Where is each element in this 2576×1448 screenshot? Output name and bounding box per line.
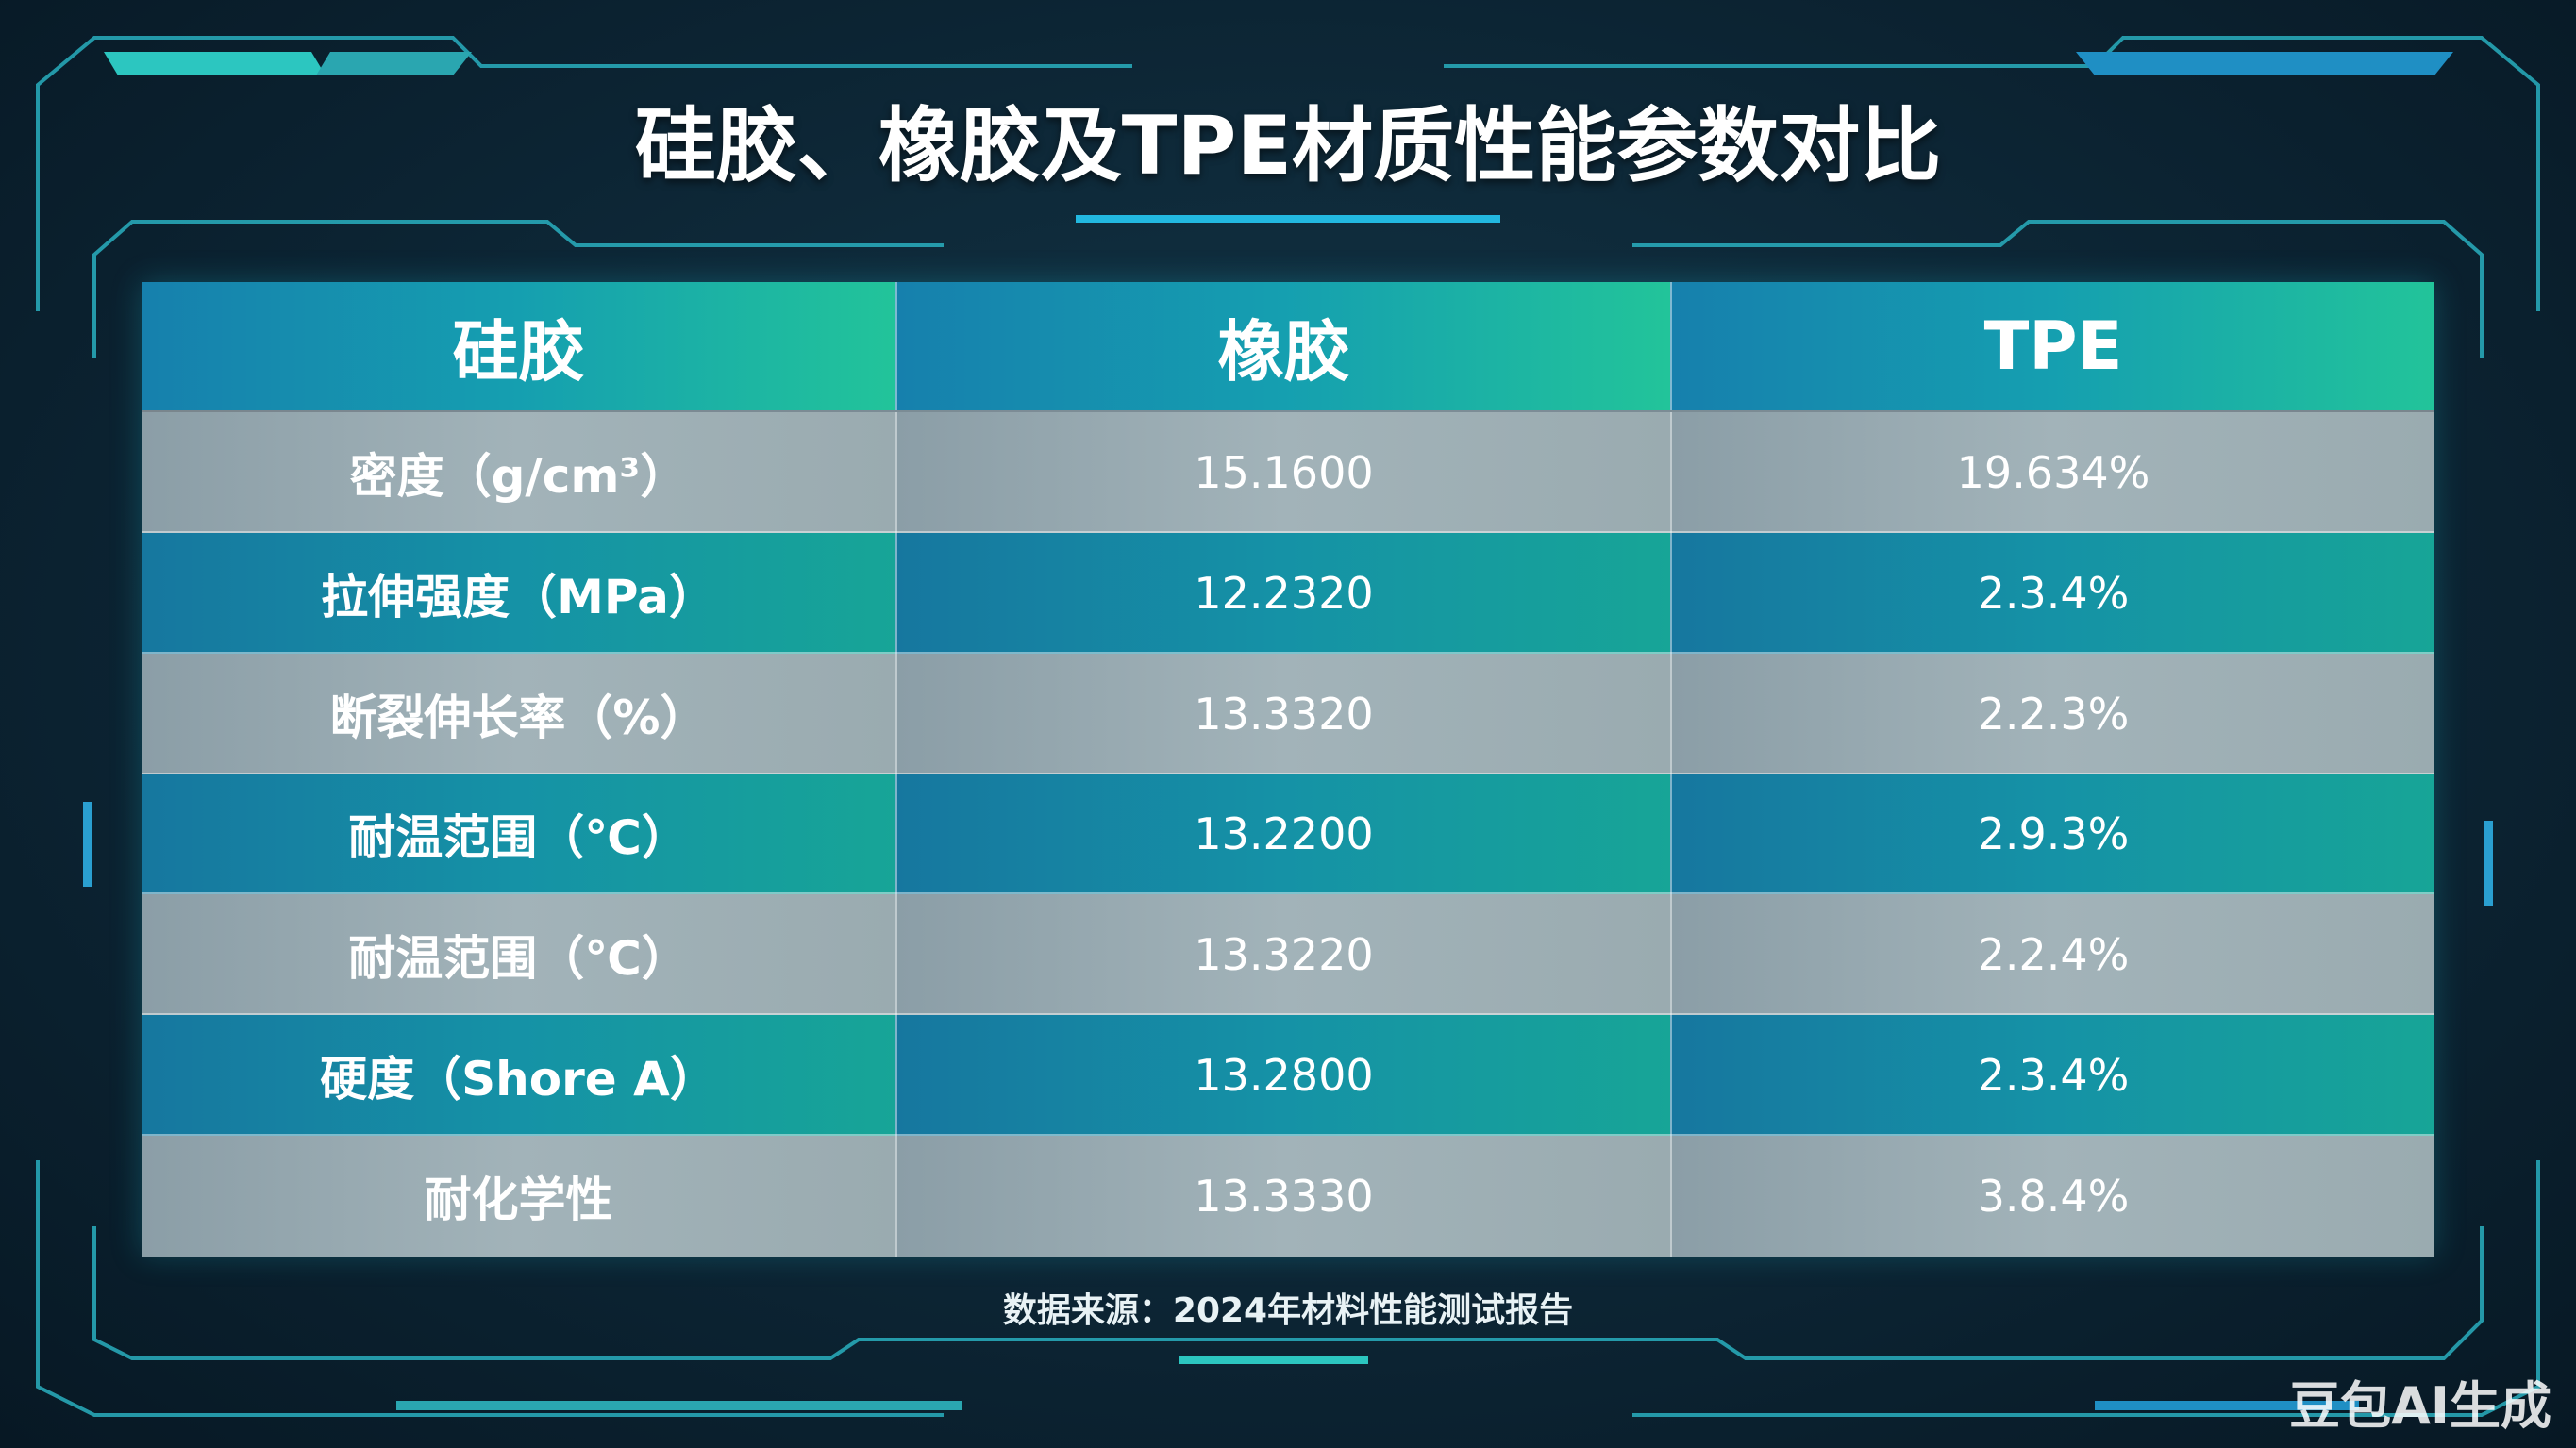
table: 硅胶 橡胶 TPE 密度（g/cm³） 15.1600 19.634% 拉伸强度（MPa） 1… [142, 282, 2434, 1257]
table-cell: 19.634% [1672, 412, 2434, 533]
table-cell: 13.3220 [897, 894, 1672, 1016]
table-cell: 12.2320 [897, 532, 1672, 654]
table-cell: 15.1600 [897, 412, 1672, 533]
table-row: 拉伸强度（MPa） 12.2320 2.3.4% [142, 530, 2434, 654]
table-row: 耐温范围（℃） 13.2200 2.9.3% [142, 772, 2434, 895]
table-cell: 13.3320 [897, 653, 1672, 774]
table-cell: 13.2200 [897, 774, 1672, 895]
table-row: 硬度（Shore A） 13.2800 2.3.4% [142, 1013, 2434, 1137]
table-cell: 硅胶 [142, 282, 897, 410]
table-cell: 2.9.3% [1672, 774, 2434, 895]
watermark: 豆包AI生成 [2289, 1376, 2551, 1436]
table-cell: TPE [1672, 282, 2434, 410]
header-row: 硅胶 橡胶 TPE [142, 282, 2434, 410]
table-cell: 断裂伸长率（%） [142, 653, 897, 774]
table-cell: 密度（g/cm³） [142, 412, 897, 533]
table-row: 密度（g/cm³） 15.1600 19.634% [142, 410, 2434, 533]
table-cell: 2.3.4% [1672, 532, 2434, 654]
table-cell: 3.8.4% [1672, 1136, 2434, 1257]
table-cell: 耐温范围（℃） [142, 774, 897, 895]
table-cell: 橡胶 [897, 282, 1672, 410]
table-cell: 13.3330 [897, 1136, 1672, 1257]
table-cell: 2.3.4% [1672, 1015, 2434, 1137]
title: 硅胶、橡胶及TPE材质性能参数对比 [634, 99, 1942, 193]
table-cell: 13.2800 [897, 1015, 1672, 1137]
table-cell: 硬度（Shore A） [142, 1015, 897, 1137]
table-row: 耐化学性 13.3330 3.8.4% [142, 1134, 2434, 1257]
table-cell: 耐化学性 [142, 1136, 897, 1257]
table-cell: 耐温范围（℃） [142, 894, 897, 1016]
table-cell: 2.2.4% [1672, 894, 2434, 1016]
table-row: 耐温范围（℃） 13.3220 2.2.4% [142, 892, 2434, 1016]
table-row: 断裂伸长率（%） 13.3320 2.2.3% [142, 651, 2434, 774]
table-cell: 2.2.3% [1672, 653, 2434, 774]
table-cell: 拉伸强度（MPa） [142, 532, 897, 654]
footnote: 数据来源：2024年材料性能测试报告 [1002, 1291, 1574, 1330]
